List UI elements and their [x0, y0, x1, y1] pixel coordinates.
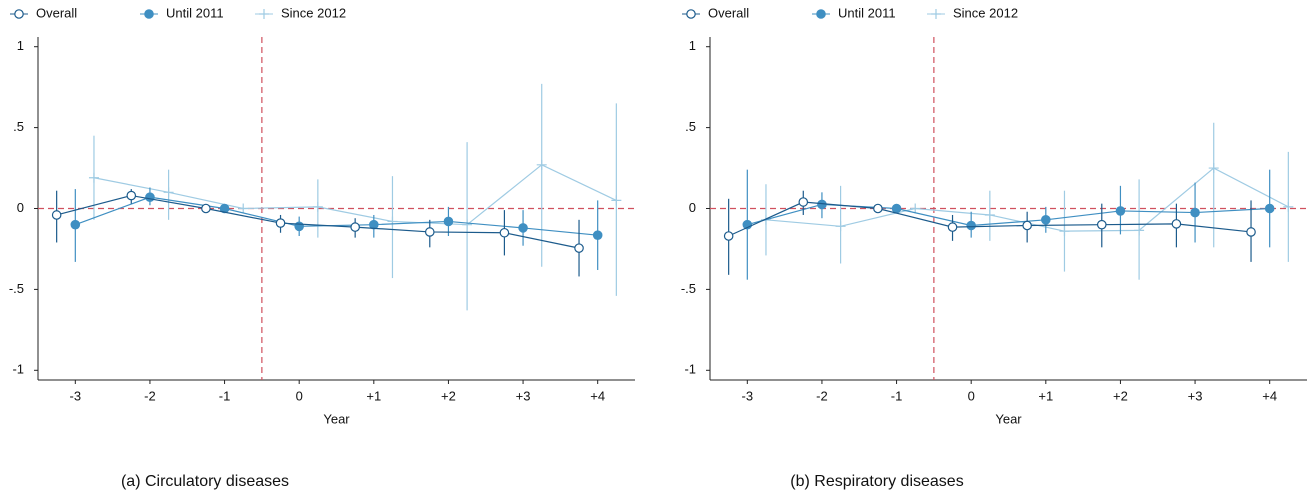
point [1264, 203, 1275, 214]
point [424, 227, 435, 237]
caption: (a) Circulatory diseases [121, 473, 289, 490]
point [70, 219, 81, 230]
point [611, 195, 622, 206]
series-line [56, 194, 580, 249]
series-line [75, 196, 598, 236]
x-tick-label: +2 [441, 388, 456, 403]
y-tick-label: 0 [689, 200, 696, 215]
legend-label: Since 2012 [281, 5, 346, 20]
point [966, 220, 976, 231]
x-tick-label: -2 [144, 388, 156, 403]
point [275, 218, 286, 228]
legend-marker [931, 9, 941, 19]
legend-label: Overall [708, 5, 749, 20]
point [1190, 207, 1200, 218]
x-tick-label: 0 [296, 388, 303, 403]
point [51, 210, 62, 220]
point [443, 216, 454, 227]
legend-label: Until 2011 [166, 5, 224, 20]
point [1041, 215, 1051, 225]
series-line [93, 164, 617, 226]
point [723, 231, 734, 241]
point [574, 243, 584, 253]
point [312, 201, 323, 212]
point [88, 172, 99, 183]
y-tick-label: 0 [17, 200, 24, 215]
y-tick-label: -1 [12, 362, 24, 377]
x-tick-label: -3 [742, 388, 754, 403]
point [1096, 219, 1107, 230]
x-tick-label: +3 [516, 388, 531, 403]
point [592, 230, 603, 240]
point [238, 203, 249, 214]
point [1059, 226, 1070, 237]
legend-marker [816, 9, 826, 19]
y-tick-label: -.5 [9, 281, 24, 296]
series-line [728, 201, 1252, 237]
point [1115, 206, 1126, 216]
x-tick-label: -2 [816, 388, 828, 403]
x-tick-label: +1 [1038, 388, 1053, 403]
point [910, 203, 921, 214]
point [145, 192, 155, 202]
x-tick-label: +3 [1188, 388, 1203, 403]
x-tick-label: -1 [891, 388, 903, 403]
point [835, 221, 846, 232]
point [499, 227, 510, 238]
legend-marker [14, 9, 24, 19]
legend-label: Overall [36, 5, 77, 20]
point [163, 187, 174, 198]
y-tick-label: -.5 [681, 281, 696, 296]
x-tick-label: -3 [70, 388, 82, 403]
x-axis-label: Year [995, 411, 1022, 426]
x-tick-label: +4 [590, 388, 605, 403]
point [947, 222, 958, 232]
point [798, 197, 809, 207]
legend-marker [686, 9, 696, 19]
point [873, 203, 883, 214]
x-tick-label: +4 [1262, 388, 1277, 403]
point [350, 222, 360, 232]
legend-marker [259, 9, 269, 19]
y-tick-label: .5 [685, 119, 696, 134]
y-tick-label: 1 [689, 38, 696, 53]
point [1134, 225, 1145, 236]
point [891, 203, 902, 214]
point [1171, 219, 1182, 229]
caption: (b) Respiratory diseases [790, 473, 963, 490]
point [462, 219, 473, 230]
point [984, 209, 995, 220]
point [1246, 227, 1256, 237]
x-axis-label: Year [323, 411, 350, 426]
x-tick-label: +1 [366, 388, 381, 403]
x-tick-label: +2 [1113, 388, 1128, 403]
point [1283, 201, 1294, 212]
point [1022, 220, 1032, 231]
legend-label: Since 2012 [953, 5, 1018, 20]
y-tick-label: .5 [13, 119, 24, 134]
y-tick-label: 1 [17, 38, 24, 53]
point [201, 203, 211, 214]
point [387, 216, 398, 227]
legend-label: Until 2011 [838, 5, 896, 20]
point [1208, 163, 1219, 174]
point [518, 223, 528, 233]
point [126, 190, 137, 201]
x-tick-label: -1 [219, 388, 231, 403]
y-tick-label: -1 [684, 362, 696, 377]
point [536, 159, 547, 170]
legend-marker [144, 9, 154, 19]
x-tick-label: 0 [968, 388, 975, 403]
